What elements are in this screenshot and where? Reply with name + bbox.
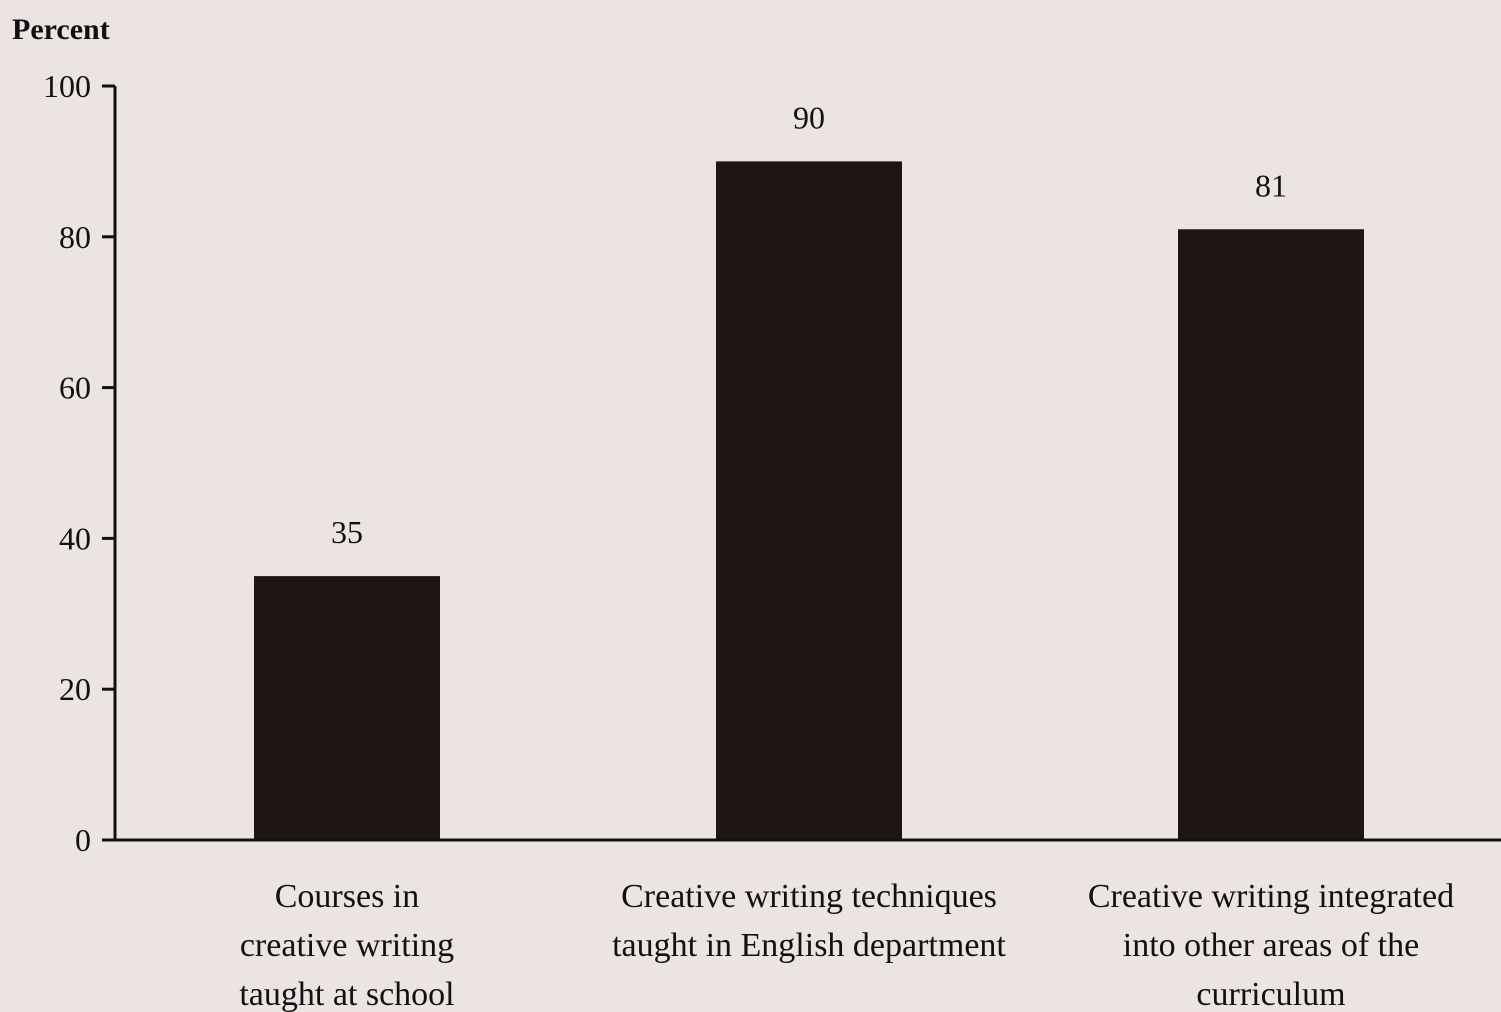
y-axis-ticks: 0 20 40 60 80 100 [43, 68, 115, 858]
y-axis-title: Percent [12, 13, 110, 46]
y-tick-label: 40 [59, 520, 91, 556]
category-labels: Courses in creative writing taught at scho… [239, 878, 1454, 1012]
bar-value-label: 35 [331, 514, 363, 550]
bars [254, 161, 1364, 840]
y-tick-label: 60 [59, 370, 91, 406]
category-label: Creative writing integrated into other ar… [1088, 878, 1454, 1012]
y-tick-label: 20 [59, 671, 91, 707]
y-tick-label: 80 [59, 219, 91, 255]
bar-value-label: 90 [793, 99, 825, 135]
y-tick-label: 100 [43, 68, 91, 104]
bar [1178, 229, 1364, 840]
category-label: Creative writing techniques taught in Eng… [612, 878, 1006, 964]
bar [716, 161, 902, 840]
category-label: Courses in creative writing taught at scho… [239, 878, 454, 1012]
bar [254, 576, 440, 840]
value-labels: 35 90 81 [331, 99, 1287, 550]
y-tick-label: 0 [75, 822, 91, 858]
bar-value-label: 81 [1255, 167, 1287, 203]
